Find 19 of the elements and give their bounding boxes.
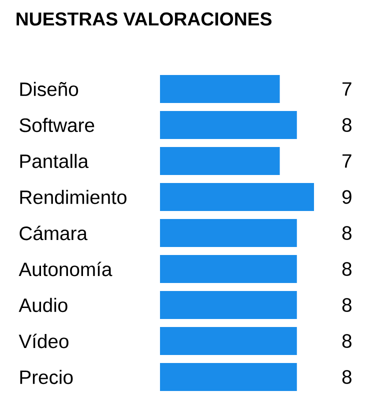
- y-tick-label: Precio: [20, 370, 73, 384]
- chart-title: NUESTRAS VALORACIONES: [16, 12, 272, 26]
- data-label: 9: [342, 190, 352, 204]
- data-label: 8: [342, 370, 352, 384]
- y-tick-label: Autonomía: [18, 262, 112, 276]
- y-tick-label: Vídeo: [18, 334, 68, 348]
- data-label: 8: [342, 262, 352, 276]
- data-label: 7: [342, 82, 352, 96]
- y-tick-label: Rendimiento: [20, 190, 126, 204]
- y-tick-label: Audio: [18, 298, 68, 312]
- data-label: 8: [342, 334, 352, 348]
- data-label: 8: [342, 226, 352, 240]
- y-tick-label: Cámara: [20, 226, 88, 240]
- data-label: 8: [342, 118, 352, 132]
- y-tick-label: Software: [20, 118, 94, 132]
- data-label: 8: [342, 298, 352, 312]
- data-label: 7: [342, 154, 352, 168]
- y-tick-label: Pantalla: [20, 154, 89, 168]
- y-tick-label: Diseño: [20, 82, 78, 96]
